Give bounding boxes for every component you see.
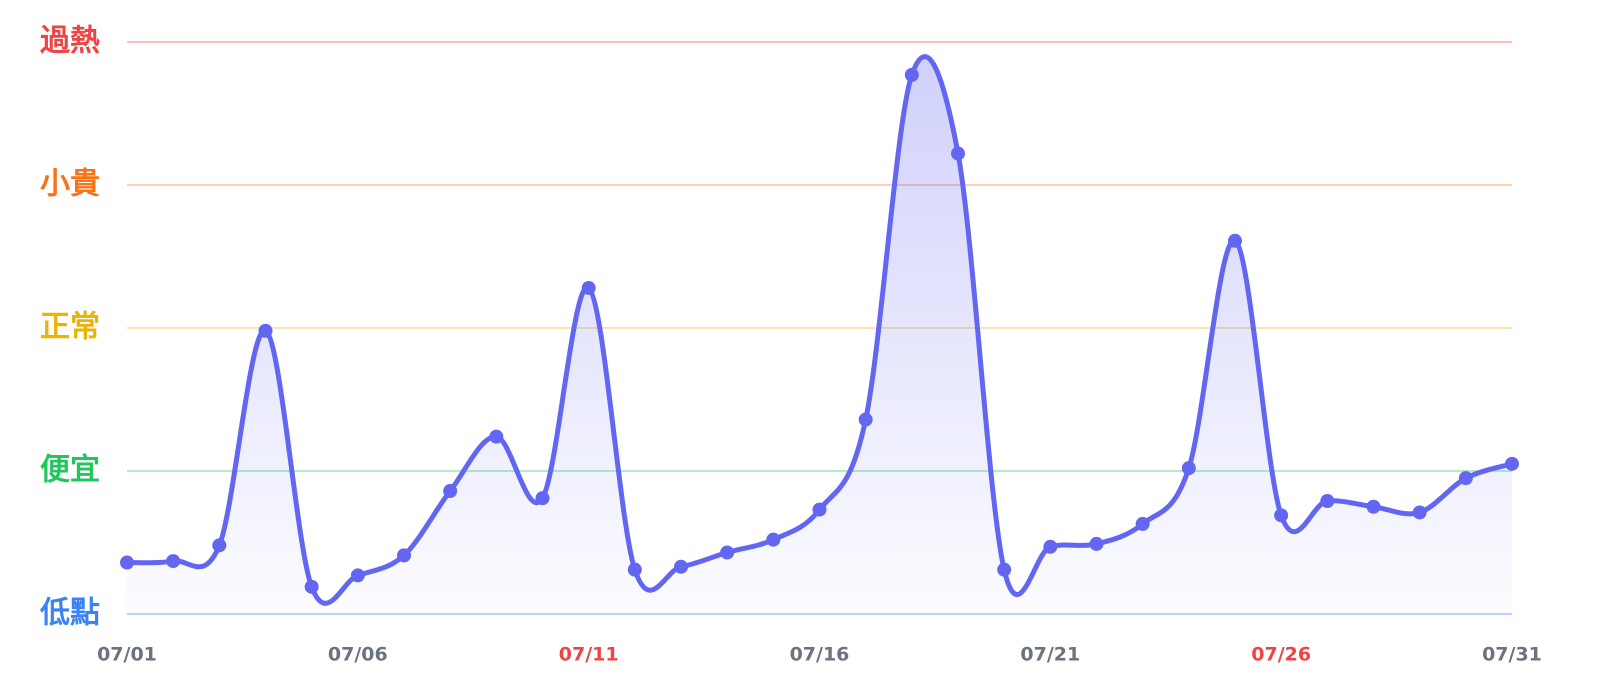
point [1366, 499, 1381, 514]
point [535, 491, 550, 506]
point [858, 412, 873, 427]
point [951, 146, 965, 161]
point [674, 559, 688, 574]
point [812, 502, 827, 517]
area [127, 56, 1512, 614]
y-tick-label: 正常 [40, 310, 100, 345]
point [581, 280, 596, 295]
point [720, 545, 735, 560]
point [1505, 456, 1519, 471]
y-tick-label: 過熱 [40, 24, 100, 59]
point [1181, 461, 1196, 476]
point [1274, 508, 1289, 523]
x-tick-label: 07/16 [790, 644, 850, 666]
point [304, 579, 319, 594]
point [997, 562, 1012, 577]
x-tick-label: 07/26 [1251, 644, 1311, 666]
y-tick-label: 便宜 [40, 453, 100, 488]
y-tick-label: 小貴 [40, 167, 100, 202]
y-tick-label: 低點 [39, 596, 100, 631]
point [1412, 505, 1427, 520]
point [1458, 471, 1473, 486]
line [126, 54, 1513, 606]
point [766, 532, 781, 547]
point [627, 562, 642, 577]
x-tick-label: 07/11 [559, 644, 619, 666]
x-tick-label: 07/06 [328, 644, 388, 666]
point [1043, 539, 1058, 554]
point [120, 555, 134, 570]
point [350, 568, 365, 583]
point [258, 323, 273, 338]
point [1228, 233, 1242, 248]
point [212, 538, 227, 553]
point [397, 548, 411, 563]
x-tick-label: 07/01 [97, 644, 157, 666]
point [1089, 536, 1104, 551]
point [904, 67, 919, 82]
point [166, 554, 181, 569]
point [1320, 494, 1335, 509]
point [1135, 516, 1150, 531]
x-tick-label: 07/31 [1482, 644, 1542, 666]
point [489, 429, 504, 444]
point [443, 484, 458, 499]
x-tick-label: 07/21 [1020, 644, 1080, 666]
